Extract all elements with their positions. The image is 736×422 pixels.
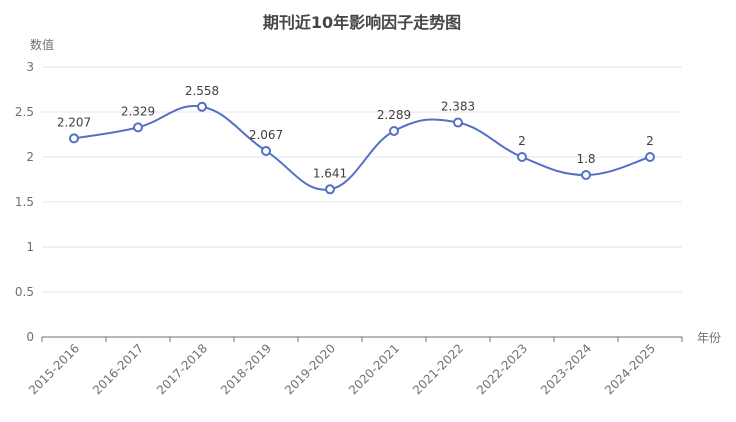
y-tick-label: 1.5 (15, 195, 34, 209)
x-tick-label: 2024-2025 (602, 341, 658, 397)
y-tick-label: 3 (26, 60, 34, 74)
data-point[interactable] (453, 117, 463, 128)
data-point[interactable] (325, 184, 335, 195)
data-point[interactable] (389, 125, 399, 136)
x-axis: 2015-2016 2016-2017 2017-2018 2018-2019 2019… (26, 336, 683, 397)
y-axis-ticks: 0 0.5 1 1.5 2 2.5 3 (15, 60, 34, 344)
data-label: 2 (646, 134, 654, 148)
x-tick-label: 2021-2022 (410, 341, 466, 397)
chart-title: 期刊近10年影响因子走势图 (263, 13, 461, 32)
x-tick-label: 2022-2023 (474, 341, 530, 397)
x-axis-name: 年份 (697, 331, 721, 345)
y-axis-name: 数值 (30, 37, 54, 52)
data-label: 2.067 (249, 128, 283, 142)
data-label: 2.383 (441, 100, 475, 114)
series-line (73, 105, 651, 191)
data-label: 2.207 (57, 115, 91, 129)
data-point[interactable] (133, 122, 143, 133)
x-tick-label: 2015-2016 (26, 341, 82, 397)
data-point[interactable] (517, 152, 527, 162)
data-label: 2.558 (185, 84, 219, 98)
series-area (69, 101, 655, 195)
y-tick-label: 0 (26, 330, 34, 344)
data-label: 2 (518, 134, 526, 148)
x-tick-label: 2023-2024 (538, 341, 594, 397)
x-tick-label: 2017-2018 (154, 341, 210, 397)
gridlines (42, 66, 682, 293)
x-tick-label: 2016-2017 (90, 341, 146, 397)
data-point[interactable] (645, 152, 655, 162)
y-tick-label: 0.5 (15, 285, 34, 299)
data-label: 2.289 (377, 108, 411, 122)
data-point[interactable] (197, 101, 207, 112)
x-tick-label: 2020-2021 (346, 341, 402, 397)
y-tick-label: 2 (26, 150, 34, 164)
x-tick-label: 2019-2020 (282, 341, 338, 397)
y-tick-label: 1 (26, 240, 34, 254)
data-label: 1.641 (313, 166, 347, 180)
data-labels: 2.207 2.329 2.558 2.067 1.641 2.289 2.383 2 1.8 2 (57, 84, 654, 181)
data-point[interactable] (69, 133, 79, 144)
y-tick-label: 2.5 (15, 105, 34, 119)
data-point[interactable] (261, 145, 271, 156)
data-label: 1.8 (576, 152, 595, 166)
data-point[interactable] (581, 170, 591, 180)
x-tick-label: 2018-2019 (218, 341, 274, 397)
data-label: 2.329 (121, 104, 155, 118)
